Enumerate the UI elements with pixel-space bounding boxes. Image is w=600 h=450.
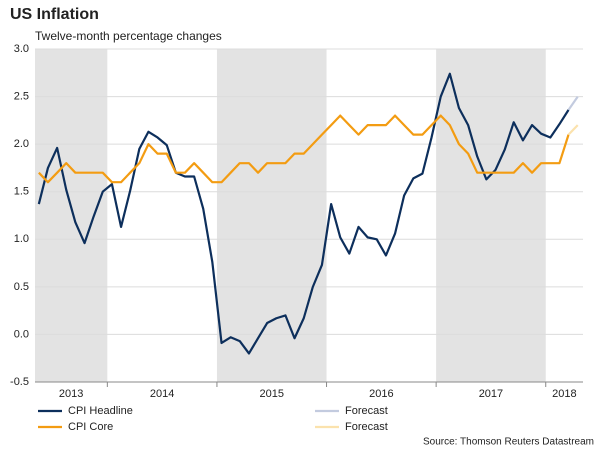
- y-tick-label: 1.5: [14, 186, 29, 198]
- x-tick-label: 2015: [259, 388, 283, 400]
- legend-label: CPI Core: [68, 421, 113, 433]
- x-tick-label: 2013: [59, 388, 83, 400]
- y-tick-label: 0.5: [14, 281, 29, 293]
- series-line: [37, 72, 570, 355]
- series-line: [567, 124, 579, 136]
- y-tick-label: 1.0: [14, 233, 29, 245]
- y-tick-label: 2.0: [14, 138, 29, 150]
- year-band: [35, 49, 108, 382]
- chart-subtitle: Twelve-month percentage changes: [35, 29, 222, 43]
- y-tick-label: -0.5: [10, 376, 29, 388]
- x-tick-label: 2018: [552, 388, 576, 400]
- legend-label: Forecast: [345, 421, 388, 433]
- source-note: Source: Thomson Reuters Datastream: [423, 437, 594, 448]
- year-band: [216, 49, 327, 382]
- y-tick-label: 3.0: [14, 43, 29, 55]
- chart-title: US Inflation: [10, 6, 99, 23]
- y-tick-label: 0.0: [14, 328, 29, 340]
- legend-label: CPI Headline: [68, 405, 133, 417]
- year-band: [436, 49, 546, 382]
- x-tick-label: 2014: [150, 388, 174, 400]
- series-line: [567, 95, 579, 111]
- y-tick-label: 2.5: [14, 90, 29, 102]
- series-line: [38, 114, 570, 184]
- legend-label: Forecast: [345, 405, 388, 417]
- x-tick-label: 2017: [479, 388, 503, 400]
- x-tick-label: 2016: [369, 388, 393, 400]
